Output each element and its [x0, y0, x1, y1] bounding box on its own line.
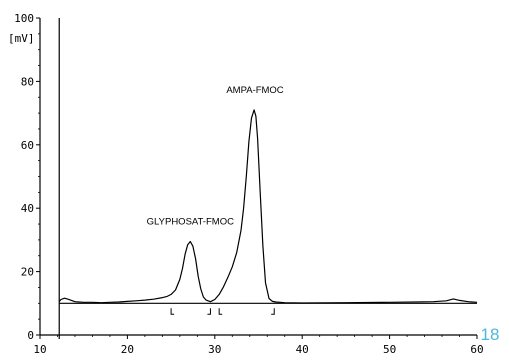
- integration-marks: [170, 308, 275, 315]
- x-tick-label-60: 60: [470, 343, 483, 356]
- y-tick-label-80: 80: [21, 75, 34, 88]
- y-tick-label-40: 40: [21, 202, 34, 215]
- x-tick-label-50: 50: [383, 343, 396, 356]
- x-tick-label-30: 30: [208, 343, 221, 356]
- integration-mark: [170, 308, 175, 315]
- chromatogram-trace-0: [58, 109, 478, 304]
- peak-label-0: GLYPHOSAT-FMOC: [147, 216, 234, 227]
- integration-mark: [271, 308, 275, 315]
- y-tick-label-100: 100: [14, 12, 34, 25]
- y-unit-label: [mV]: [8, 32, 35, 45]
- series-group: [58, 109, 478, 304]
- y-tick-label-60: 60: [21, 139, 34, 152]
- tick-labels: 0 20 40 60 80 100 10 20 30 40 50 60: [14, 12, 484, 356]
- tick-marks: [36, 17, 478, 339]
- integration-mark: [218, 308, 223, 315]
- integration-mark: [207, 308, 211, 315]
- peak-annotations: GLYPHOSAT-FMOC AMPA-FMOC: [147, 85, 284, 228]
- page-number: 18: [481, 325, 500, 344]
- peak-label-1: AMPA-FMOC: [226, 85, 283, 96]
- x-tick-label-40: 40: [296, 343, 309, 356]
- y-tick-label-20: 20: [21, 266, 34, 279]
- x-tick-label-20: 20: [121, 343, 134, 356]
- x-tick-label-10: 10: [33, 343, 46, 356]
- axes: [39, 18, 477, 339]
- y-tick-label-0: 0: [27, 329, 34, 342]
